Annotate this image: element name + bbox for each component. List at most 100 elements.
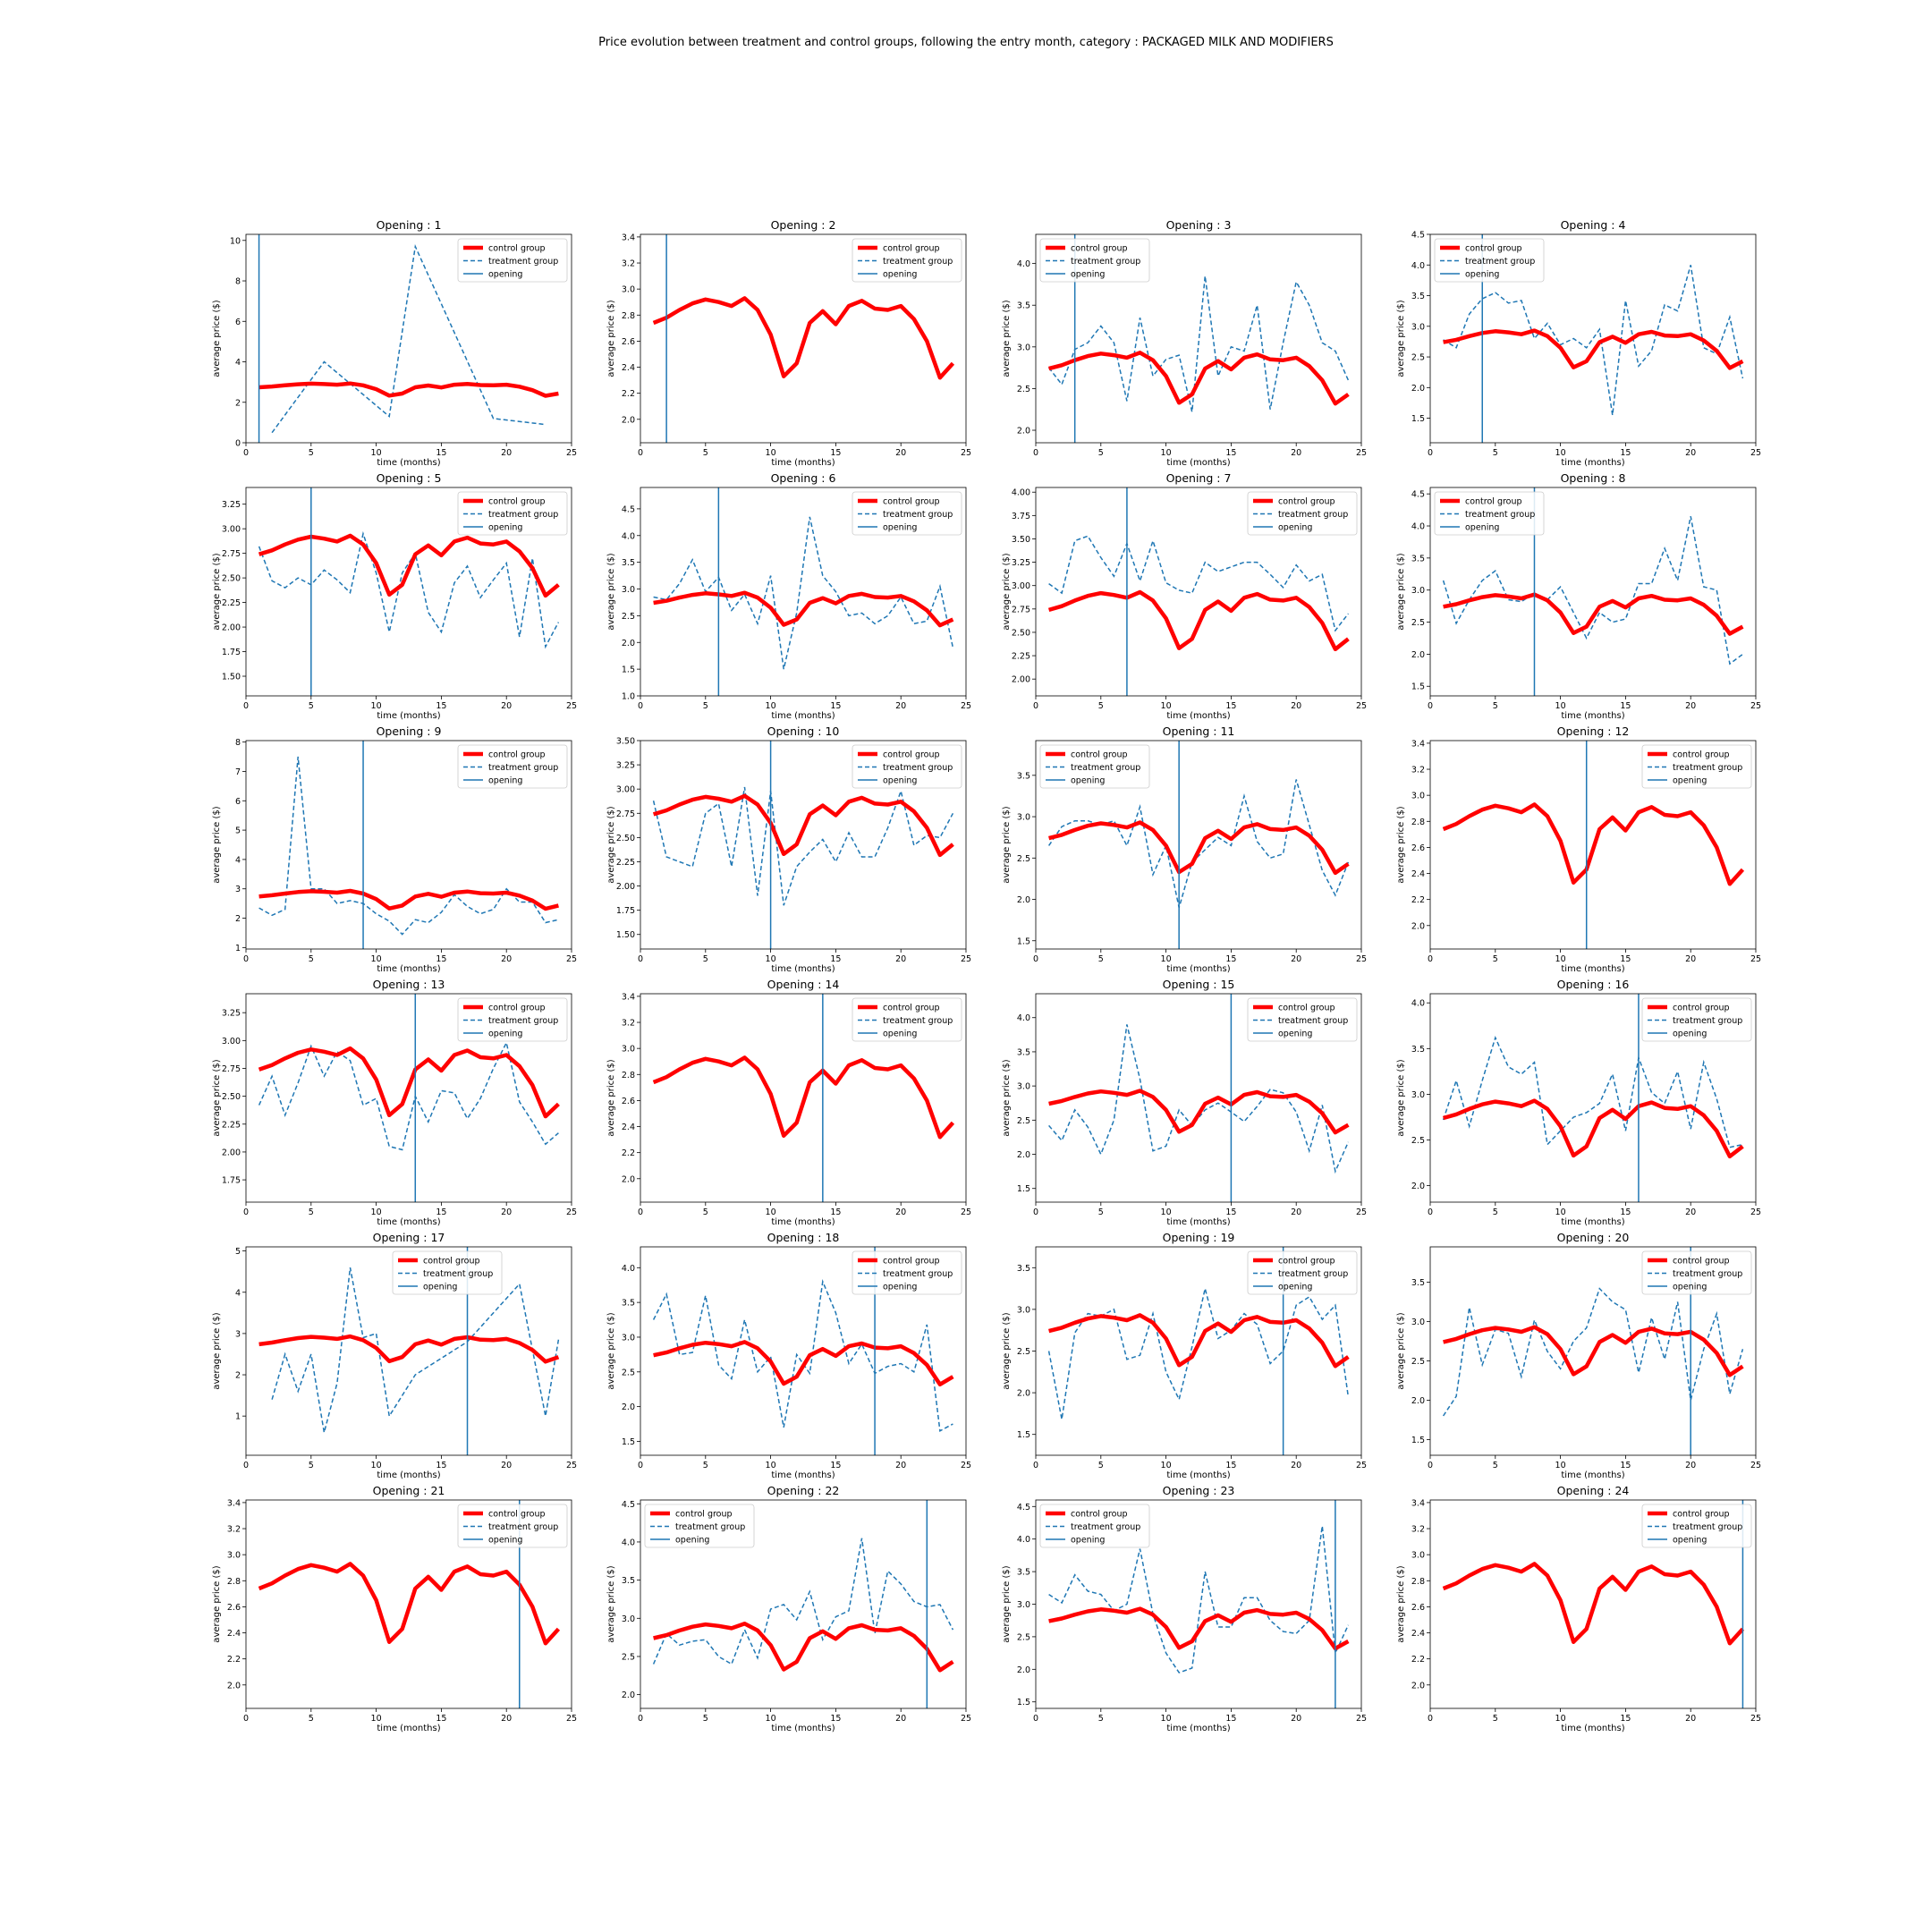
y-axis-label: average price ($) <box>606 1565 616 1642</box>
y-tick-label: 2.5 <box>1017 1347 1030 1357</box>
x-tick-label: 5 <box>309 448 314 458</box>
treatment-line <box>652 1278 953 1432</box>
y-tick-label: 2.2 <box>227 1655 241 1665</box>
y-tick-label: 3.2 <box>622 259 635 269</box>
plot-frame <box>1429 487 1757 697</box>
x-tick-label: 0 <box>1428 954 1433 964</box>
y-tick-label: 2.2 <box>622 1148 635 1158</box>
control-line <box>1048 1606 1350 1651</box>
y-tick-label: 1.0 <box>622 692 635 702</box>
x-tick-label: 20 <box>501 1714 512 1724</box>
legend-opening-label: opening <box>1465 523 1499 533</box>
x-tick-label: 20 <box>501 1461 512 1470</box>
x-tick-label: 20 <box>501 701 512 711</box>
subplot-7: Opening : 7 0 5 10 15 20 25 time (months) 2.00 2.… <box>1002 471 1367 721</box>
y-tick-label: 2.5 <box>1017 1116 1030 1126</box>
legend-control-label: control group <box>1071 1510 1128 1520</box>
y-tick-label: 2.50 <box>1012 628 1030 638</box>
y-tick-label: 4.0 <box>1411 522 1425 532</box>
legend-box <box>457 238 568 283</box>
x-tick-label: 0 <box>1033 701 1038 711</box>
x-tick-label: 20 <box>501 1208 512 1217</box>
y-tick-label: 3.0 <box>1017 1600 1030 1610</box>
x-tick-label: 25 <box>566 701 577 711</box>
treatment-line <box>1443 265 1744 416</box>
x-tick-label: 20 <box>895 1208 906 1217</box>
x-tick-label: 5 <box>1493 701 1498 711</box>
legend-opening-label: opening <box>883 1283 917 1292</box>
x-tick-label: 25 <box>961 1461 971 1470</box>
x-tick-label: 25 <box>1356 701 1367 711</box>
plot-frame <box>640 1246 967 1456</box>
y-tick-label: 3.5 <box>1017 1047 1030 1057</box>
y-tick-label: 1.5 <box>1017 1430 1030 1440</box>
y-tick-label: 2.5 <box>1411 618 1425 628</box>
legend-opening-label: opening <box>488 1536 522 1546</box>
subplot-19: Opening : 19 0 5 10 15 20 25 time (months) 1.5 2.… <box>1002 1231 1367 1480</box>
plot-frame <box>640 487 967 697</box>
legend-opening-label: opening <box>488 523 522 533</box>
x-tick-label: 0 <box>243 701 249 711</box>
x-tick-label: 25 <box>1750 701 1761 711</box>
y-tick-label: 7 <box>235 767 241 777</box>
legend: control group treatment group opening <box>1434 238 1545 283</box>
legend-opening-label: opening <box>488 776 522 786</box>
y-tick-label: 8 <box>235 738 241 748</box>
x-tick-label: 25 <box>1356 1714 1367 1724</box>
subplot-title: Opening : 6 <box>771 471 836 485</box>
y-tick-label: 4.0 <box>1017 1535 1030 1545</box>
y-tick-label: 2.4 <box>622 363 635 373</box>
subplot-title: Opening : 24 <box>1557 1484 1630 1497</box>
y-tick-label: 1.5 <box>1411 414 1425 424</box>
y-tick-label: 2.00 <box>222 623 241 633</box>
x-tick-label: 10 <box>1555 448 1566 458</box>
figure-title: Price evolution between treatment and co… <box>598 36 1334 49</box>
y-tick-label: 2.2 <box>1411 1655 1425 1665</box>
y-tick-label: 3.25 <box>222 1009 241 1019</box>
x-tick-label: 20 <box>501 954 512 964</box>
y-tick-label: 3.2 <box>622 1019 635 1029</box>
subplot-title: Opening : 2 <box>771 218 836 232</box>
y-tick-label: 2.8 <box>622 1071 635 1080</box>
legend: control group treatment group opening <box>457 997 568 1042</box>
x-tick-label: 25 <box>1356 954 1367 964</box>
y-tick-label: 2 <box>235 914 241 924</box>
legend-box <box>1247 1250 1358 1295</box>
x-tick-label: 15 <box>436 1714 446 1724</box>
x-tick-label: 10 <box>371 1461 382 1470</box>
legend-treatment-label: treatment group <box>883 257 953 267</box>
x-tick-label: 20 <box>1291 1714 1301 1724</box>
control-line <box>258 888 559 911</box>
y-tick-label: 2.0 <box>1411 921 1425 931</box>
x-tick-label: 20 <box>1685 954 1696 964</box>
y-tick-label: 3.2 <box>227 1525 241 1535</box>
y-tick-label: 2.25 <box>222 598 241 608</box>
subplot-13: Opening : 13 0 5 10 15 20 25 time (months) 1.75 2… <box>212 978 577 1227</box>
y-tick-label: 1 <box>235 944 241 953</box>
x-tick-label: 0 <box>638 1714 643 1724</box>
subplot-14: Opening : 14 0 5 10 15 20 25 time (months) 2.0 2.… <box>606 978 971 1227</box>
x-tick-label: 25 <box>566 1714 577 1724</box>
x-tick-label: 15 <box>830 1208 841 1217</box>
subplot-15: Opening : 15 0 5 10 15 20 25 time (months) 1.5 2.… <box>1002 978 1367 1227</box>
x-axis-label: time (months) <box>1166 458 1230 468</box>
x-tick-label: 10 <box>1555 701 1566 711</box>
legend-treatment-label: treatment group <box>488 257 558 267</box>
treatment-line <box>1442 1287 1744 1417</box>
x-tick-label: 5 <box>1493 448 1498 458</box>
y-tick-label: 3.0 <box>622 285 635 295</box>
y-tick-label: 2.8 <box>1411 1577 1425 1587</box>
legend: control group treatment group opening <box>457 1504 568 1548</box>
y-tick-label: 3.4 <box>1411 739 1425 749</box>
y-tick-label: 1 <box>235 1412 241 1422</box>
y-tick-label: 2.25 <box>616 858 635 868</box>
legend-control-label: control group <box>1465 497 1522 507</box>
legend-treatment-label: treatment group <box>1673 1269 1742 1279</box>
y-tick-label: 3.4 <box>622 233 635 242</box>
subplot-20: Opening : 20 0 5 10 15 20 25 time (months) 1.5 2.… <box>1396 1231 1761 1480</box>
legend-control-label: control group <box>883 1004 940 1013</box>
legend-control-label: control group <box>1278 1257 1335 1267</box>
plot-frame <box>245 1499 572 1709</box>
y-tick-label: 3.00 <box>616 785 635 795</box>
x-tick-label: 25 <box>961 954 971 964</box>
